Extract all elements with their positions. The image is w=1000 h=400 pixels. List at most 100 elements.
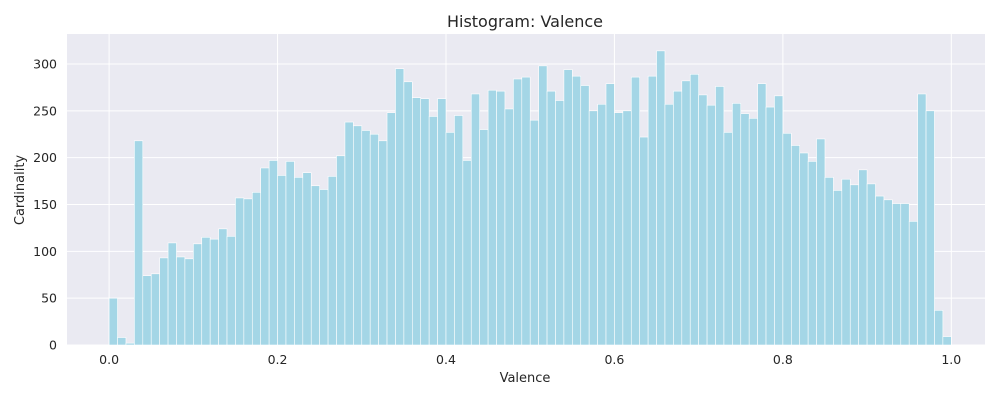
y-tick-label: 150 [33,197,57,212]
histogram-bar [209,238,219,346]
histogram-bar [403,81,413,346]
histogram-bar [917,93,927,346]
histogram-bar [462,160,472,346]
histogram-bar [243,198,253,346]
histogram-bar [327,176,337,346]
histogram-bar [437,98,447,346]
histogram-bar [782,132,792,346]
histogram-bar [302,172,312,346]
y-tick-label: 100 [33,244,57,259]
histogram-bar [319,189,329,346]
x-tick-label: 0.6 [604,352,624,367]
histogram-bar [605,83,615,346]
histogram-bar [833,190,843,346]
x-tick-label: 0.0 [99,352,119,367]
histogram-bar [555,100,565,346]
histogram-bar [487,89,497,346]
histogram-bar [201,236,211,346]
histogram-bar [799,152,809,346]
histogram-bar [218,228,228,346]
histogram-bar [546,90,556,346]
histogram-bar [479,129,489,346]
histogram-bar [858,169,868,346]
histogram-bar [875,195,885,346]
histogram-bar [647,75,657,346]
histogram-bar [538,65,548,346]
histogram-bar [521,76,531,346]
histogram-bar [226,236,236,346]
histogram-bar [277,175,287,346]
histogram-bar [496,90,506,346]
x-tick-label: 0.4 [436,352,456,367]
x-tick-label: 0.2 [268,352,288,367]
histogram-bar [117,337,127,346]
histogram-bar [622,110,632,346]
histogram-bar [353,125,363,346]
histogram-bar [934,310,944,346]
histogram-bar [108,297,118,346]
histogram-bar [193,243,203,346]
histogram-bar [285,161,295,346]
histogram-bar [134,140,144,346]
histogram-bar [866,183,876,346]
chart-title: Histogram: Valence [447,12,603,31]
y-tick-label: 250 [33,103,57,118]
histogram-bar [849,184,859,346]
histogram-bar [395,68,405,346]
histogram-bar [630,76,640,346]
histogram-bar [656,50,666,346]
histogram-bar [294,177,304,346]
histogram-bar [142,275,152,346]
histogram-bar [748,118,758,346]
histogram-bar [765,106,775,346]
histogram-bar [445,132,455,346]
x-tick-labels: 0.0 0.2 0.4 0.6 0.8 1.0 [99,352,961,367]
histogram-bar [361,130,371,346]
histogram-bar [504,108,514,346]
histogram-bar [412,97,422,346]
x-axis-label: Valence [500,371,551,386]
histogram-bar [235,197,245,346]
histogram-bar [184,258,194,346]
y-axis-label: Cardinality [13,155,28,226]
histogram-bar [900,203,910,346]
histogram-bar [790,145,801,346]
histogram-bar [588,110,598,346]
histogram-bar [572,75,582,346]
histogram-bar [597,103,607,346]
histogram-bar [816,138,826,346]
histogram-bar [757,83,767,346]
histogram-bar [310,185,320,346]
histogram-bar [841,178,851,346]
histogram-bar [942,336,952,346]
y-tick-labels: 0 50 100 150 200 250 300 [33,56,57,352]
histogram-bar [336,155,346,346]
histogram-bar [378,140,388,346]
histogram-bar [824,177,834,346]
histogram-bar [125,342,135,346]
histogram-bar [344,121,354,346]
histogram-bar [150,273,160,346]
bars [108,50,952,346]
histogram-bar [386,112,396,346]
histogram-bar [664,103,674,346]
histogram-bar [529,119,539,346]
histogram-bar [428,116,438,346]
y-tick-label: 0 [49,338,57,353]
x-tick-label: 0.8 [773,352,793,367]
histogram-bar [807,161,817,346]
histogram-bar [159,257,169,346]
histogram-bar [732,103,742,346]
histogram-bar [908,221,918,346]
histogram-bar [176,256,186,346]
histogram-bar [698,94,708,346]
histogram-bar [614,112,624,346]
y-tick-label: 200 [33,150,57,165]
histogram-bar [580,85,590,346]
histogram-bar [167,242,177,346]
histogram-bar [723,132,733,346]
histogram-bar [470,93,480,346]
histogram-bar [369,133,379,346]
histogram-bar [740,113,750,346]
